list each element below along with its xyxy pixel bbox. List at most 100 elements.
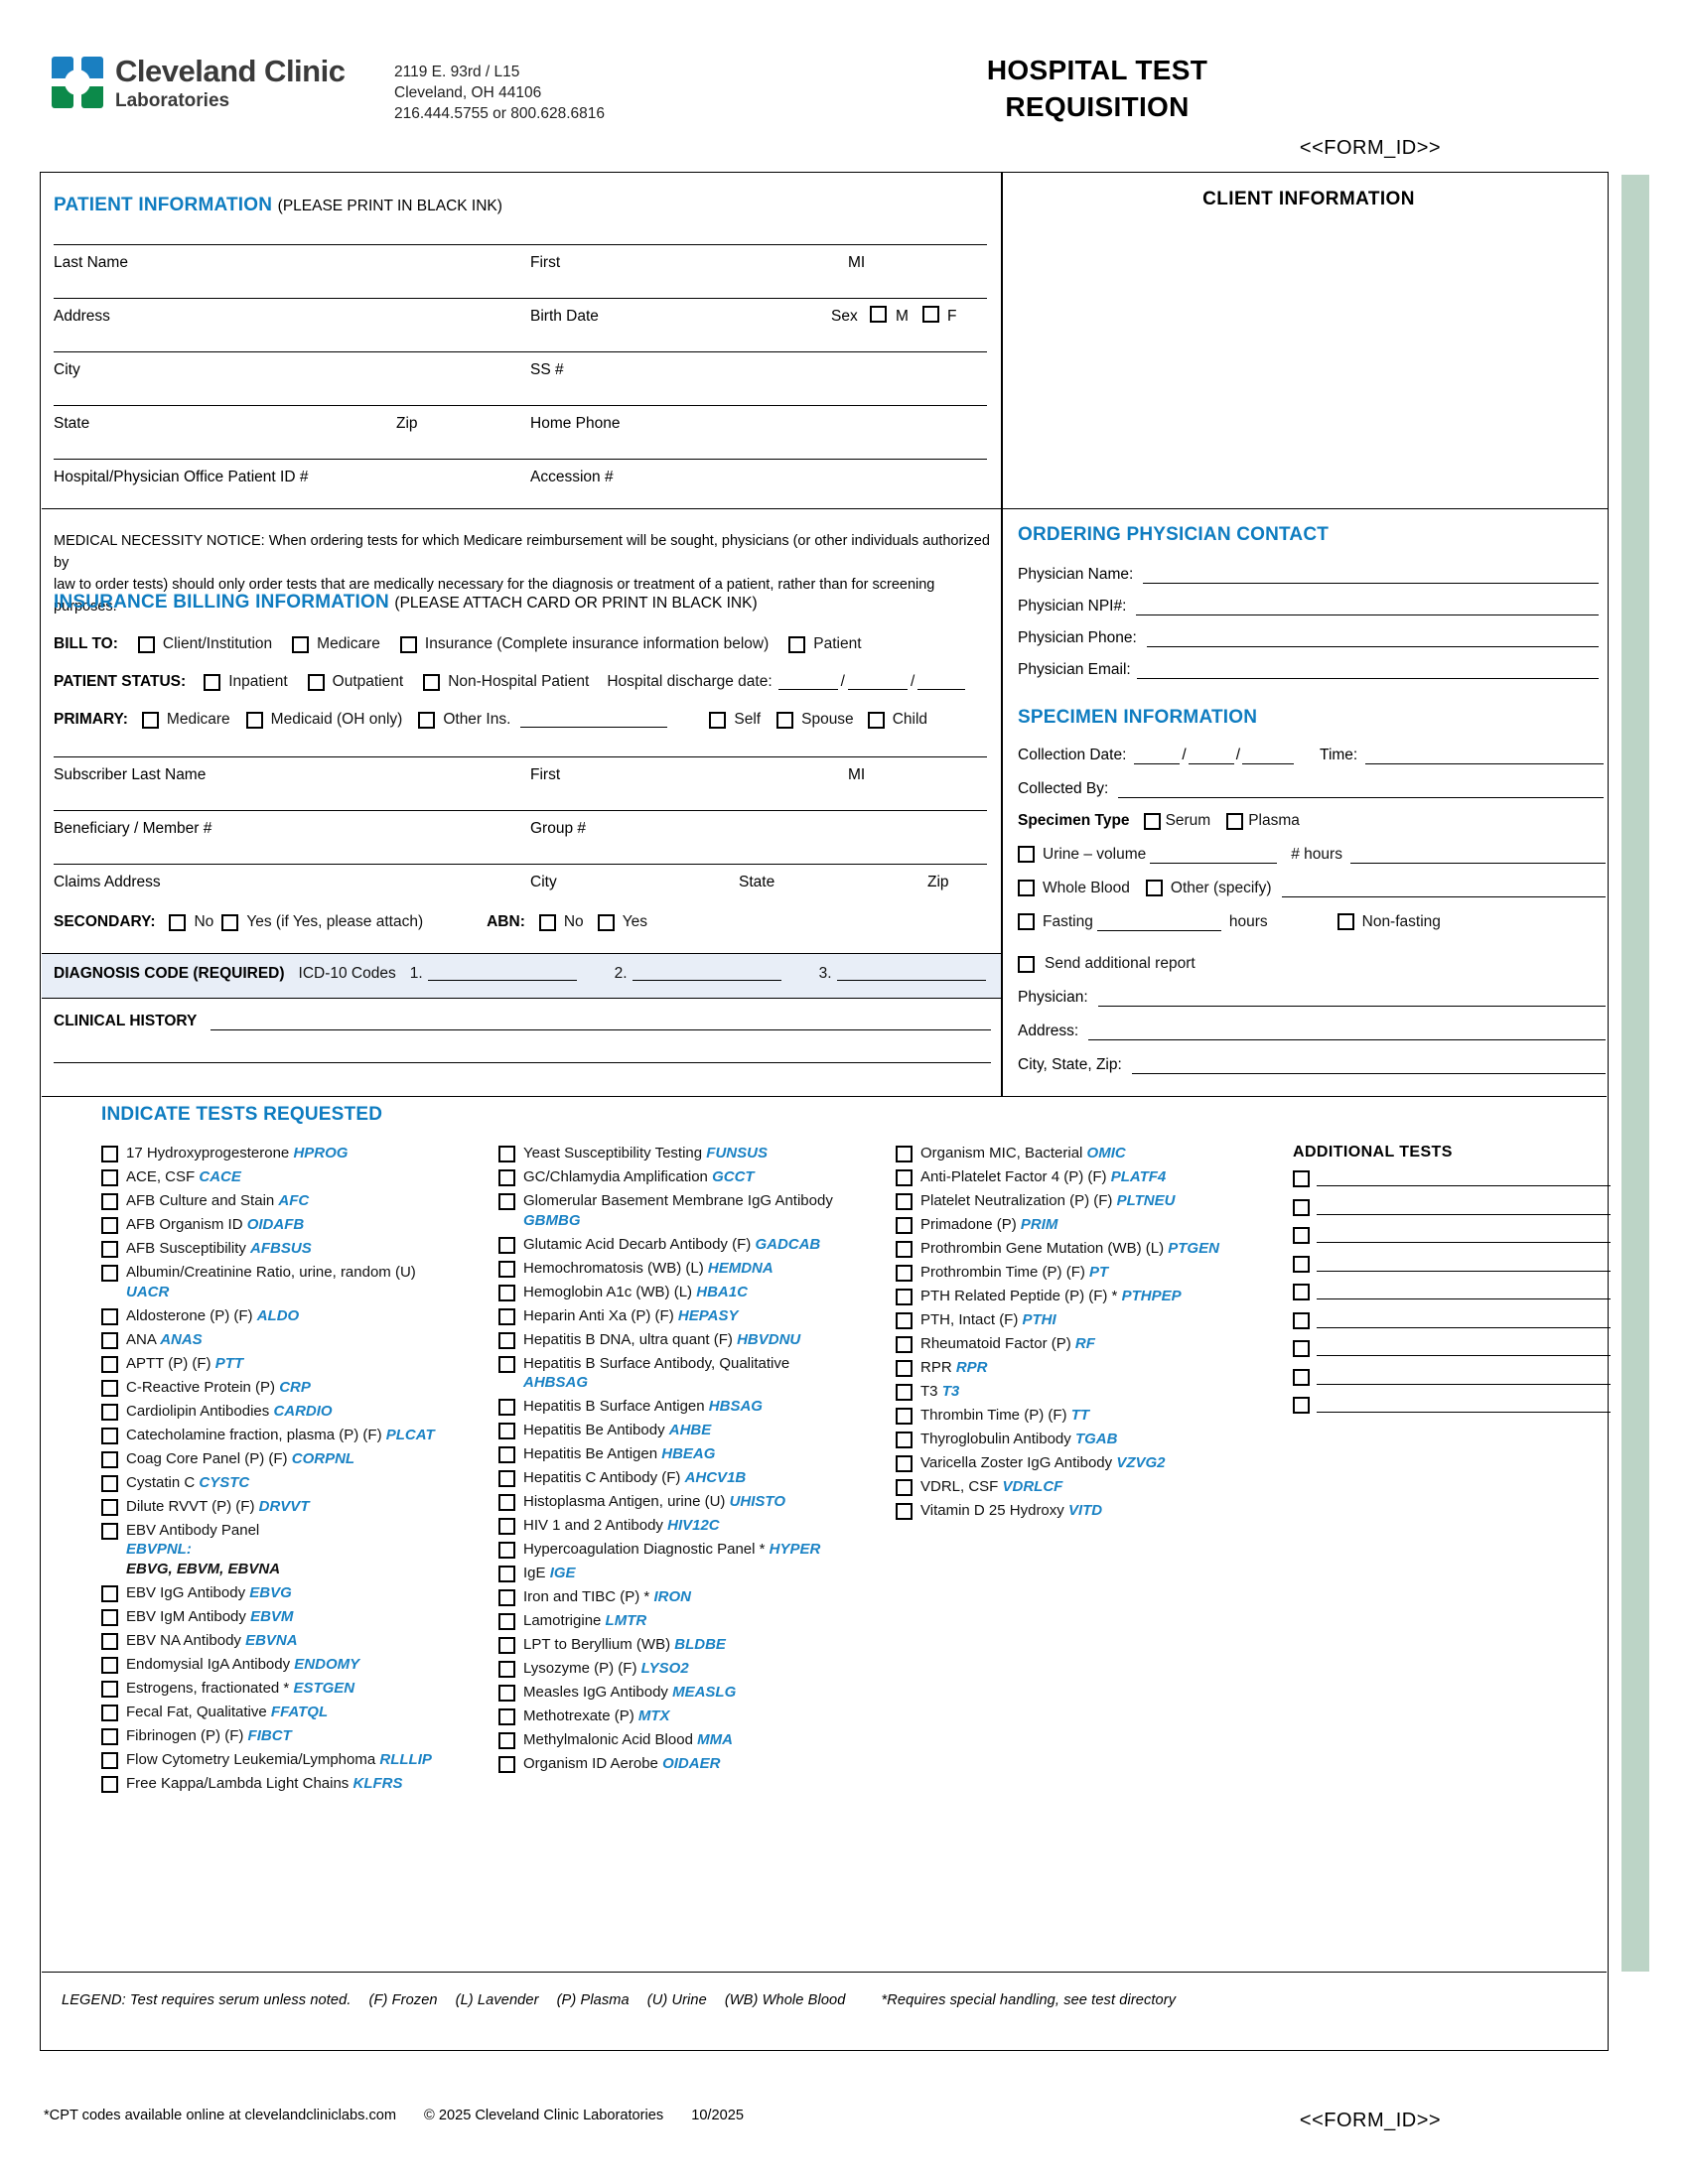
additional-test-row[interactable]: [1293, 1311, 1611, 1329]
physician-name-input[interactable]: [1143, 571, 1599, 584]
physician-phone-row[interactable]: Physician Phone:: [1018, 629, 1599, 647]
test-checkbox[interactable]: [896, 1146, 913, 1162]
primary-other-checkbox[interactable]: [418, 711, 436, 729]
additional-test-input[interactable]: [1317, 1313, 1611, 1328]
test-item[interactable]: Primadone (P) PRIM: [896, 1215, 1263, 1235]
test-item[interactable]: T3 T3: [896, 1382, 1263, 1402]
test-checkbox[interactable]: [498, 1661, 515, 1678]
test-checkbox[interactable]: [498, 1566, 515, 1582]
report-address-input[interactable]: [1088, 1027, 1606, 1040]
test-item[interactable]: EBV Antibody Panel EBVPNL: EBVG, EBVM, E…: [101, 1521, 496, 1579]
test-checkbox[interactable]: [896, 1193, 913, 1210]
test-checkbox[interactable]: [498, 1446, 515, 1463]
test-item[interactable]: Endomysial IgA Antibody ENDOMY: [101, 1655, 496, 1675]
test-item[interactable]: Fecal Fat, Qualitative FFATQL: [101, 1703, 496, 1722]
test-item[interactable]: PTH, Intact (F) PTHI: [896, 1310, 1263, 1330]
test-item[interactable]: Estrogens, fractionated * ESTGEN: [101, 1679, 496, 1699]
additional-test-input[interactable]: [1317, 1171, 1611, 1186]
relation-child-checkbox[interactable]: [867, 711, 885, 729]
test-checkbox[interactable]: [101, 1474, 118, 1492]
test-checkbox[interactable]: [896, 1479, 913, 1496]
additional-test-input[interactable]: [1317, 1398, 1611, 1413]
test-checkbox[interactable]: [498, 1685, 515, 1702]
clinical-history-input-1[interactable]: [211, 1015, 991, 1030]
report-city-state-zip-input[interactable]: [1131, 1061, 1606, 1074]
test-checkbox[interactable]: [896, 1169, 913, 1186]
test-item[interactable]: Free Kappa/Lambda Light Chains KLFRS: [101, 1774, 496, 1794]
secondary-no-checkbox[interactable]: [169, 913, 187, 931]
additional-test-checkbox[interactable]: [1293, 1255, 1310, 1273]
discharge-day-input[interactable]: [847, 675, 908, 690]
test-checkbox[interactable]: [101, 1704, 118, 1721]
test-item[interactable]: Hemoglobin A1c (WB) (L) HBA1C: [498, 1283, 888, 1302]
test-checkbox[interactable]: [498, 1542, 515, 1559]
additional-test-input[interactable]: [1317, 1370, 1611, 1385]
test-item[interactable]: Glomerular Basement Membrane IgG Antibod…: [498, 1191, 888, 1230]
specimen-plasma-checkbox[interactable]: [1226, 812, 1244, 830]
test-checkbox[interactable]: [498, 1518, 515, 1535]
test-checkbox[interactable]: [498, 1613, 515, 1630]
test-item[interactable]: HIV 1 and 2 Antibody HIV12C: [498, 1516, 888, 1536]
additional-test-checkbox[interactable]: [1293, 1227, 1310, 1244]
test-item[interactable]: Hepatitis B Surface Antigen HBSAG: [498, 1397, 888, 1417]
additional-test-checkbox[interactable]: [1293, 1368, 1310, 1386]
relation-self-checkbox[interactable]: [709, 711, 727, 729]
primary-other-input[interactable]: [520, 713, 668, 728]
test-item[interactable]: Platelet Neutralization (P) (F) PLTNEU: [896, 1191, 1263, 1211]
test-checkbox[interactable]: [101, 1522, 118, 1540]
test-checkbox[interactable]: [101, 1307, 118, 1325]
additional-test-row[interactable]: [1293, 1170, 1611, 1187]
test-checkbox[interactable]: [101, 1656, 118, 1674]
test-item[interactable]: RPR RPR: [896, 1358, 1263, 1378]
test-checkbox[interactable]: [101, 1169, 118, 1186]
additional-test-input[interactable]: [1317, 1341, 1611, 1356]
test-checkbox[interactable]: [101, 1217, 118, 1234]
test-checkbox[interactable]: [896, 1241, 913, 1258]
test-checkbox[interactable]: [498, 1732, 515, 1749]
test-checkbox[interactable]: [498, 1637, 515, 1654]
test-checkbox[interactable]: [498, 1589, 515, 1606]
additional-test-input[interactable]: [1317, 1285, 1611, 1299]
test-checkbox[interactable]: [896, 1217, 913, 1234]
additional-test-row[interactable]: [1293, 1255, 1611, 1273]
additional-test-row[interactable]: [1293, 1198, 1611, 1216]
bill-to-client-checkbox[interactable]: [137, 635, 155, 653]
test-checkbox[interactable]: [101, 1584, 118, 1602]
test-checkbox[interactable]: [101, 1680, 118, 1698]
test-item[interactable]: ANA ANAS: [101, 1330, 496, 1350]
test-checkbox[interactable]: [498, 1355, 515, 1373]
test-item[interactable]: Organism ID Aerobe OIDAER: [498, 1754, 888, 1774]
abn-yes-checkbox[interactable]: [597, 913, 615, 931]
test-checkbox[interactable]: [101, 1331, 118, 1349]
test-item[interactable]: Anti-Platelet Factor 4 (P) (F) PLATF4: [896, 1167, 1263, 1187]
test-item[interactable]: Heparin Anti Xa (P) (F) HEPASY: [498, 1306, 888, 1326]
test-item[interactable]: Varicella Zoster IgG Antibody VZVG2: [896, 1453, 1263, 1473]
additional-test-checkbox[interactable]: [1293, 1284, 1310, 1300]
additional-test-input[interactable]: [1317, 1228, 1611, 1243]
test-item[interactable]: Prothrombin Gene Mutation (WB) (L) PTGEN: [896, 1239, 1263, 1259]
physician-email-row[interactable]: Physician Email:: [1018, 661, 1599, 679]
additional-test-row[interactable]: [1293, 1340, 1611, 1357]
test-checkbox[interactable]: [498, 1708, 515, 1725]
test-checkbox[interactable]: [101, 1265, 118, 1282]
test-item[interactable]: Albumin/Creatinine Ratio, urine, random …: [101, 1263, 496, 1301]
test-item[interactable]: Glutamic Acid Decarb Antibody (F) GADCAB: [498, 1235, 888, 1255]
test-checkbox[interactable]: [101, 1355, 118, 1373]
specimen-serum-checkbox[interactable]: [1143, 812, 1161, 830]
test-item[interactable]: Hemochromatosis (WB) (L) HEMDNA: [498, 1259, 888, 1279]
icd-code-1-input[interactable]: [427, 967, 577, 981]
test-item[interactable]: EBV NA Antibody EBVNA: [101, 1631, 496, 1651]
additional-test-input[interactable]: [1317, 1200, 1611, 1215]
test-checkbox[interactable]: [498, 1494, 515, 1511]
status-outpatient-checkbox[interactable]: [307, 673, 325, 691]
test-checkbox[interactable]: [896, 1408, 913, 1425]
additional-test-checkbox[interactable]: [1293, 1397, 1310, 1414]
report-physician-input[interactable]: [1097, 994, 1606, 1007]
sex-female-checkbox[interactable]: [922, 306, 939, 323]
test-checkbox[interactable]: [101, 1632, 118, 1650]
test-item[interactable]: LPT to Beryllium (WB) BLDBE: [498, 1635, 888, 1655]
abn-no-checkbox[interactable]: [538, 913, 556, 931]
test-checkbox[interactable]: [896, 1312, 913, 1329]
test-checkbox[interactable]: [101, 1241, 118, 1258]
physician-phone-input[interactable]: [1146, 634, 1599, 647]
